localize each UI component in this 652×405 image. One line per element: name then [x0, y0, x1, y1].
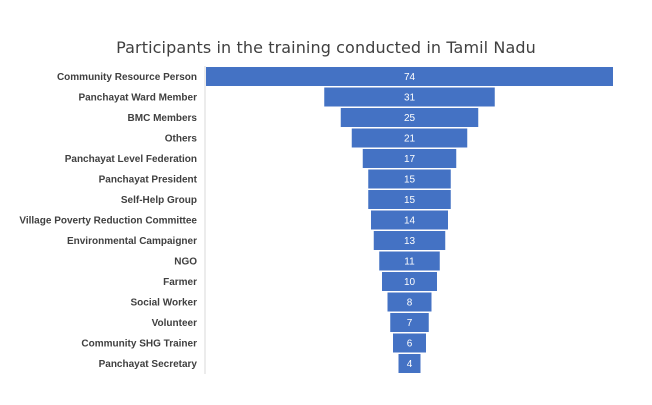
- bar-community-resource-person: [206, 67, 613, 86]
- data-label-self-help-group: 15: [404, 195, 416, 206]
- category-label-bmc-members: BMC Members: [128, 113, 198, 124]
- data-label-community-shg-trainer: 6: [407, 339, 413, 350]
- data-label-panchayat-ward-member: 31: [404, 93, 416, 104]
- bar-social-worker: [387, 292, 432, 312]
- data-label-farmer: 10: [404, 277, 416, 288]
- bar-village-poverty-reduction-committee: [371, 210, 448, 230]
- bar-self-help-group: [368, 190, 451, 209]
- data-label-panchayat-secretary: 4: [407, 359, 413, 370]
- data-label-volunteer: 7: [407, 318, 413, 329]
- data-label-panchayat-president: 15: [404, 175, 416, 186]
- data-label-village-poverty-reduction-committee: 14: [404, 216, 416, 227]
- category-label-farmer: Farmer: [163, 277, 197, 288]
- bar-community-shg-trainer: [393, 333, 426, 353]
- bar-panchayat-secretary: [398, 354, 421, 373]
- bar-bmc-members: [340, 108, 479, 127]
- category-label-village-poverty-reduction-committee: Village Poverty Reduction Committee: [19, 216, 197, 227]
- category-label-self-help-group: Self-Help Group: [121, 195, 197, 206]
- data-label-community-resource-person: 74: [404, 72, 416, 83]
- data-label-ngo: 11: [404, 257, 415, 268]
- category-label-ngo: NGO: [174, 257, 197, 268]
- category-label-panchayat-president: Panchayat President: [99, 175, 198, 186]
- data-label-social-worker: 8: [407, 298, 413, 309]
- category-label-others: Others: [165, 134, 198, 145]
- bar-panchayat-ward-member: [324, 87, 495, 107]
- data-label-environmental-campaigner: 13: [404, 236, 416, 247]
- data-label-bmc-members: 25: [404, 113, 416, 124]
- bar-ngo: [379, 251, 440, 271]
- category-label-panchayat-ward-member: Panchayat Ward Member: [78, 93, 197, 104]
- chart-title: Participants in the training conducted i…: [116, 38, 536, 57]
- category-label-community-resource-person: Community Resource Person: [57, 72, 197, 83]
- bar-panchayat-president: [368, 169, 451, 189]
- bar-environmental-campaigner: [373, 231, 446, 250]
- category-label-panchayat-level-federation: Panchayat Level Federation: [65, 154, 197, 165]
- bar-panchayat-level-federation: [362, 149, 457, 168]
- category-label-community-shg-trainer: Community SHG Trainer: [81, 339, 197, 350]
- data-label-others: 21: [404, 134, 416, 145]
- category-label-environmental-campaigner: Environmental Campaigner: [67, 236, 197, 247]
- category-label-social-worker: Social Worker: [130, 298, 197, 309]
- bar-volunteer: [390, 313, 429, 332]
- category-label-panchayat-secretary: Panchayat Secretary: [99, 359, 198, 370]
- bar-farmer: [382, 272, 437, 291]
- bar-others: [351, 128, 468, 148]
- funnel-bars: 74 31 25 21 17 15 15 14 13 11 10 8 7 6 4: [206, 67, 613, 373]
- category-label-volunteer: Volunteer: [152, 318, 197, 329]
- category-labels: Community Resource Person Panchayat Ward …: [19, 72, 197, 370]
- data-label-panchayat-level-federation: 17: [404, 154, 416, 165]
